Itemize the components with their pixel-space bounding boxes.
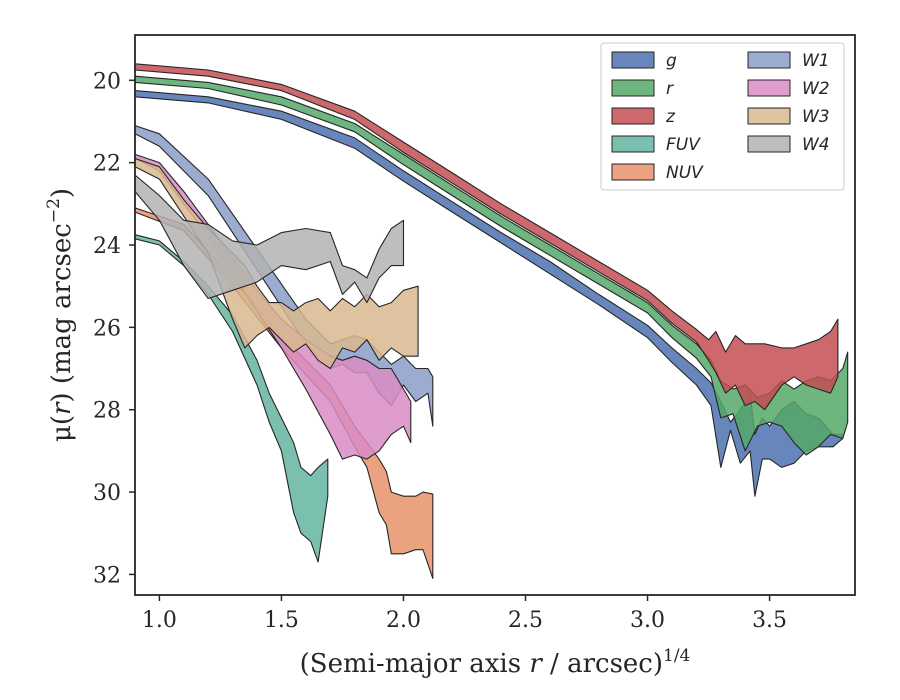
- legend-label-fuv: FUV: [666, 135, 701, 155]
- y-tick-label: 20: [93, 69, 121, 94]
- y-axis-title: μ(r) (mag arcsec−2): [44, 188, 77, 442]
- legend-swatch-z: [611, 107, 655, 125]
- x-axis-title: (Semi-major axis r / arcsec)1/4: [300, 646, 691, 679]
- legend-label-nuv: NUV: [666, 163, 704, 183]
- y-axis-ticks: 20 22 24 26 28 30 32: [93, 69, 135, 588]
- y-tick-label: 28: [93, 399, 121, 424]
- legend-swatch-w2: [747, 79, 791, 97]
- legend-swatch-fuv: [611, 135, 655, 153]
- x-tick-label: 3.5: [752, 608, 787, 633]
- x-tick-label: 1.5: [264, 608, 299, 633]
- legend-label-r: r: [666, 79, 674, 99]
- legend-label-w1: W1: [802, 51, 830, 71]
- y-tick-label: 24: [93, 234, 121, 259]
- legend: grz FUV NUV W1 W2 W3 W4: [600, 42, 845, 191]
- x-axis-ticks: 1.0 1.5 2.0 2.5 3.0 3.5: [142, 595, 787, 633]
- series-bands: [134, 63, 849, 580]
- y-tick-label: 26: [93, 316, 121, 341]
- legend-swatch-w1: [747, 51, 791, 69]
- y-tick-label: 22: [93, 152, 121, 177]
- legend-label-z: z: [665, 107, 676, 127]
- legend-swatch-w3: [747, 107, 791, 125]
- legend-label-w4: W4: [802, 135, 830, 155]
- plot-frame: [134, 34, 856, 596]
- band-w3: [134, 157, 419, 370]
- x-tick-label: 2.5: [508, 608, 543, 633]
- y-tick-label: 30: [93, 481, 121, 506]
- band-w4: [134, 174, 405, 304]
- band-r: [134, 75, 849, 456]
- x-tick-label: 1.0: [142, 608, 177, 633]
- x-tick-label: 2.0: [386, 608, 421, 633]
- legend-label-w2: W2: [802, 79, 830, 99]
- legend-swatch-r: [611, 79, 655, 97]
- y-tick-label: 32: [93, 563, 121, 588]
- band-z: [134, 63, 839, 411]
- legend-label-w3: W3: [802, 107, 830, 127]
- legend-label-g: g: [666, 51, 677, 71]
- legend-swatch-g: [611, 51, 655, 69]
- x-tick-label: 3.0: [630, 608, 665, 633]
- legend-swatch-nuv: [611, 163, 655, 181]
- legend-swatch-w4: [747, 135, 791, 153]
